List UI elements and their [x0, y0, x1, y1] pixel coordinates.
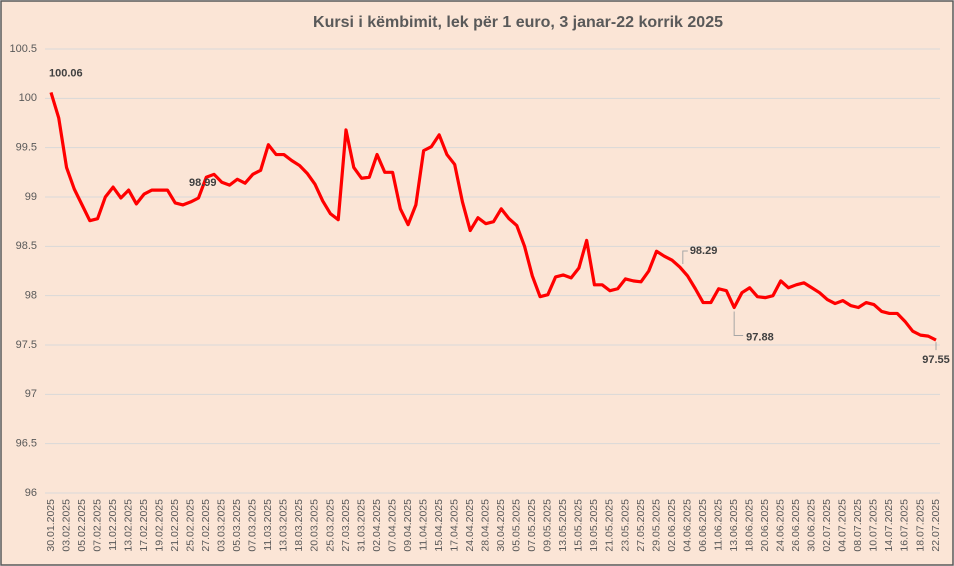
x-tick-label: 20.03.2025 — [309, 499, 321, 552]
x-tick-label: 02.07.2025 — [821, 499, 833, 552]
x-tick-label: 05.02.2025 — [76, 499, 88, 552]
x-tick-label: 24.06.2025 — [775, 499, 787, 552]
chart-title: Kursi i këmbimit, lek për 1 euro, 3 jana… — [313, 14, 723, 31]
y-tick-label: 98 — [25, 290, 37, 302]
x-tick-label: 13.06.2025 — [728, 499, 740, 552]
y-tick-label: 98.5 — [16, 240, 37, 252]
x-tick-label: 31.03.2025 — [355, 499, 367, 552]
y-tick-label: 97.5 — [16, 339, 37, 351]
x-tick-label: 14.07.2025 — [883, 499, 895, 552]
x-tick-label: 04.06.2025 — [681, 499, 693, 552]
x-tick-label: 11.04.2025 — [417, 499, 429, 551]
y-tick-label: 99.5 — [16, 142, 37, 154]
x-tick-label: 13.05.2025 — [557, 499, 569, 552]
x-tick-label: 11.06.2025 — [712, 499, 724, 551]
data-label: 98.29 — [690, 245, 718, 257]
x-tick-label: 15.04.2025 — [433, 499, 445, 552]
x-tick-label: 20.06.2025 — [759, 499, 771, 552]
x-tick-label: 09.05.2025 — [542, 499, 554, 552]
x-tick-label: 09.04.2025 — [402, 499, 414, 552]
x-tick-label: 19.02.2025 — [153, 499, 165, 552]
x-tick-label: 15.05.2025 — [573, 499, 585, 552]
x-tick-label: 05.03.2025 — [231, 499, 243, 552]
leader-line — [682, 250, 688, 265]
x-tick-label: 03.02.2025 — [60, 499, 72, 552]
x-tick-label: 02.06.2025 — [666, 499, 678, 552]
x-tick-label: 25.02.2025 — [185, 499, 197, 552]
y-tick-label: 99 — [25, 191, 37, 203]
y-tick-label: 100 — [19, 92, 37, 104]
x-tick-label: 25.03.2025 — [324, 499, 336, 552]
x-tick-label: 29.05.2025 — [650, 499, 662, 552]
x-tick-label: 07.05.2025 — [526, 499, 538, 552]
x-tick-label: 13.03.2025 — [278, 499, 290, 552]
x-tick-label: 18.03.2025 — [293, 499, 305, 552]
x-tick-label: 22.07.2025 — [930, 499, 942, 552]
data-line — [49, 91, 937, 342]
data-label: 100.06 — [49, 67, 83, 79]
x-tick-label: 19.05.2025 — [588, 499, 600, 552]
x-tick-label: 21.05.2025 — [604, 499, 616, 552]
x-tick-label: 04.07.2025 — [837, 499, 849, 552]
x-tick-label: 27.05.2025 — [635, 499, 647, 552]
x-tick-label: 10.07.2025 — [868, 499, 880, 552]
data-label: 97.88 — [746, 331, 774, 343]
y-tick-label: 96.5 — [16, 438, 37, 450]
data-label: 97.55 — [922, 354, 950, 366]
y-tick-label: 96 — [25, 487, 37, 499]
leader-line — [733, 311, 744, 337]
x-tick-label: 11.02.2025 — [107, 499, 119, 551]
x-tick-label: 07.02.2025 — [91, 499, 103, 552]
x-tick-label: 30.06.2025 — [806, 499, 818, 552]
x-tick-label: 13.02.2025 — [122, 499, 134, 552]
x-tick-label: 30.04.2025 — [495, 499, 507, 552]
x-tick-label: 02.04.2025 — [371, 499, 383, 552]
x-tick-label: 06.06.2025 — [697, 499, 709, 552]
y-tick-label: 97 — [25, 388, 37, 400]
x-tick-label: 07.04.2025 — [386, 499, 398, 552]
x-tick-label: 18.06.2025 — [743, 499, 755, 552]
x-tick-label: 05.05.2025 — [511, 499, 523, 552]
y-tick-label: 100.5 — [9, 43, 37, 55]
x-tick-label: 17.02.2025 — [138, 499, 150, 552]
x-tick-label: 23.05.2025 — [619, 499, 631, 552]
x-tick-label: 11.03.2025 — [262, 499, 274, 551]
x-tick-label: 27.03.2025 — [340, 499, 352, 552]
x-tick-label: 30.01.2025 — [45, 499, 57, 552]
x-tick-label: 26.06.2025 — [790, 499, 802, 552]
x-tick-label: 03.03.2025 — [216, 499, 228, 552]
x-tick-label: 16.07.2025 — [899, 499, 911, 552]
x-tick-label: 27.02.2025 — [200, 499, 212, 552]
x-tick-label: 07.03.2025 — [247, 499, 259, 552]
data-label: 98.99 — [189, 177, 217, 189]
x-tick-label: 17.04.2025 — [448, 499, 460, 552]
x-tick-label: 24.04.2025 — [464, 499, 476, 552]
x-tick-label: 21.02.2025 — [169, 499, 181, 552]
x-tick-label: 18.07.2025 — [914, 499, 926, 552]
x-tick-label: 08.07.2025 — [852, 499, 864, 552]
x-tick-label: 28.04.2025 — [480, 499, 492, 552]
